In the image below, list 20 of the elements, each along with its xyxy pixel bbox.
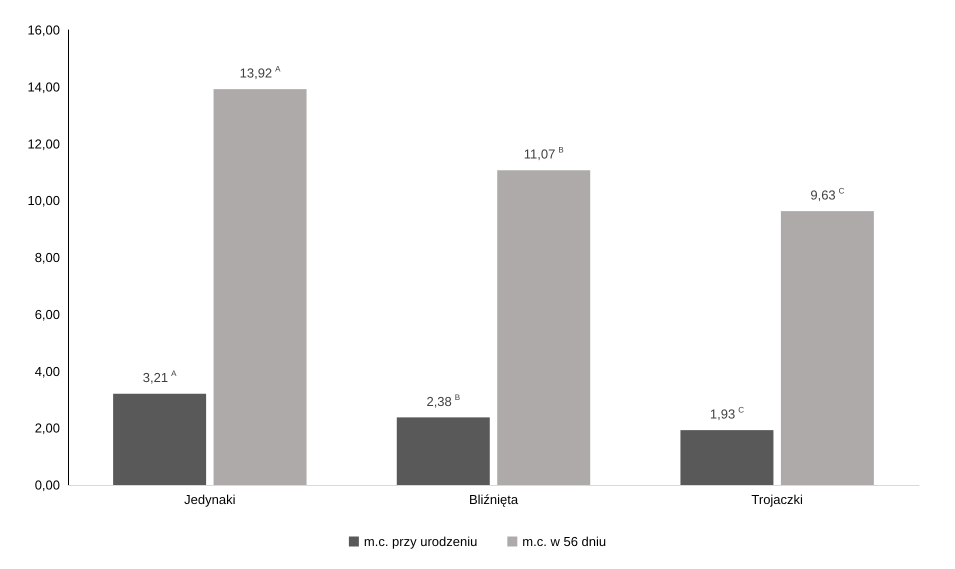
legend-label: m.c. w 56 dniu bbox=[522, 534, 606, 549]
legend-label: m.c. przy urodzeniu bbox=[364, 534, 478, 549]
y-tick-label: 4,00 bbox=[34, 364, 60, 379]
y-tick-label: 2,00 bbox=[34, 420, 60, 436]
y-tick-label: 6,00 bbox=[34, 306, 60, 322]
x-tick-label: Bliźnięta bbox=[468, 492, 519, 507]
y-tick-label: 12,00 bbox=[27, 136, 60, 152]
y-tick-label: 16,00 bbox=[27, 22, 60, 38]
bar bbox=[396, 417, 490, 485]
bar bbox=[497, 170, 590, 485]
y-tick-label: 8,00 bbox=[34, 250, 60, 265]
bar bbox=[780, 211, 874, 485]
x-tick-label: Trojaczki bbox=[751, 492, 804, 507]
y-tick-label: 0,00 bbox=[34, 478, 60, 492]
y-tick-label: 14,00 bbox=[27, 79, 60, 94]
bar bbox=[113, 394, 206, 485]
bar bbox=[214, 89, 307, 485]
y-tick-label: 10,00 bbox=[27, 193, 60, 208]
x-tick-label: Jedynaki bbox=[184, 492, 236, 507]
bar bbox=[680, 430, 774, 485]
